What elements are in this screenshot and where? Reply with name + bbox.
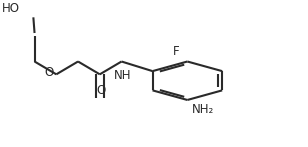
Text: O: O [45, 66, 54, 79]
Text: NH₂: NH₂ [192, 103, 214, 116]
Text: NH: NH [114, 69, 132, 82]
Text: HO: HO [2, 2, 20, 15]
Text: O: O [97, 84, 106, 97]
Text: F: F [173, 45, 180, 58]
